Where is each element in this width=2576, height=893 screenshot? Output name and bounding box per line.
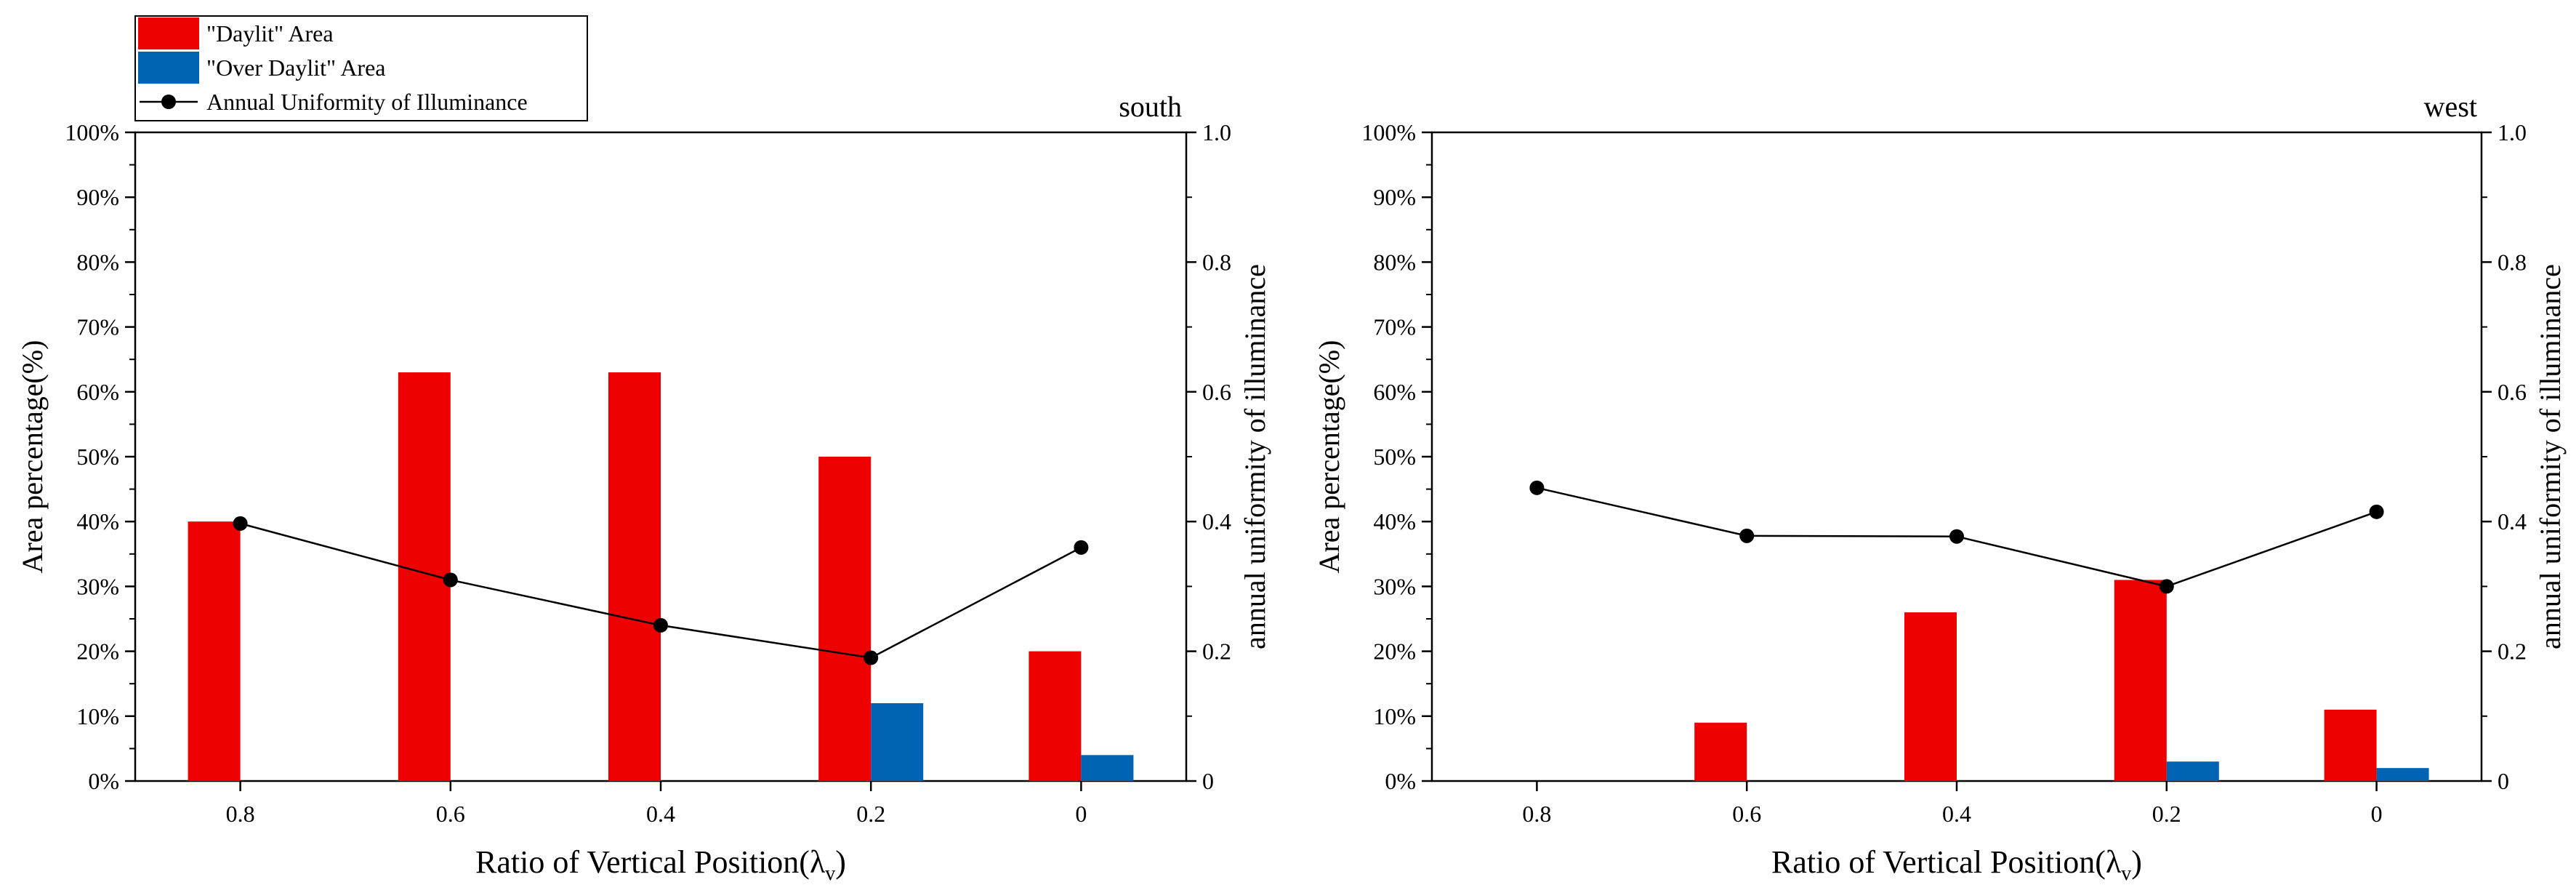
x-axis-label-main: Ratio of Vertical Position(λ [475, 844, 826, 880]
x-tick-label: 0.8 [1522, 801, 1551, 827]
uniformity-point-0.8 [1529, 480, 1545, 495]
x-tick-label: 0 [2371, 801, 2383, 827]
y2-tick-label: 0.4 [2497, 508, 2527, 534]
x-tick-label: 0.4 [646, 801, 675, 827]
y-tick-label: 0% [1385, 768, 1416, 794]
daylit-bar-0 [2324, 709, 2377, 781]
y2-tick-label: 0.4 [1202, 508, 1231, 534]
y2-tick-label: 0.6 [1202, 379, 1231, 405]
y2-tick-label: 0.8 [1202, 249, 1231, 275]
x-axis-label: Ratio of Vertical Position(λv) [1771, 844, 2142, 885]
y2-tick-label: 0 [2497, 768, 2509, 794]
y-tick-label: 20% [1373, 638, 1416, 665]
chart-panel-south: 0% 10% 20% 30% 40% 50% 60% 70% 80% 90% 100% 0 0.2 0.4… [16, 90, 1271, 885]
y2-tick-label: 1.0 [1202, 119, 1231, 145]
panel-title: south [1119, 90, 1182, 123]
uniformity-point-0.6 [443, 572, 458, 588]
y-tick-label: 40% [76, 508, 119, 534]
y-tick-label: 60% [76, 379, 119, 405]
daylit-bar-0 [1029, 651, 1082, 781]
y-tick-label: 10% [76, 703, 119, 729]
y2-tick-label: 0 [1202, 768, 1214, 794]
y-tick-label: 40% [1373, 508, 1416, 534]
y-axis-label: Area percentage(%) [16, 340, 49, 574]
y2-tick-label: 1.0 [2497, 119, 2527, 145]
x-tick-label: 0.6 [1732, 801, 1761, 827]
legend-marker-swatch [161, 95, 176, 109]
x-tick-label: 0 [1075, 801, 1087, 827]
y-tick-label: 0% [88, 768, 119, 794]
x-tick-label: 0.6 [436, 801, 465, 827]
over-daylit-bar-0 [2376, 768, 2429, 781]
legend-label-2: Annual Uniformity of Illuminance [206, 89, 528, 115]
uniformity-point-0.6 [1739, 528, 1755, 543]
x-axis-label-close: ) [2131, 844, 2142, 880]
y-tick-label: 10% [1373, 703, 1416, 729]
legend-swatch-1 [138, 52, 199, 84]
y-tick-label: 20% [76, 638, 119, 665]
daylit-bar-0.2 [2114, 580, 2167, 781]
uniformity-point-0.4 [1949, 529, 1964, 544]
y-tick-label: 50% [76, 444, 119, 470]
legend: "Daylit" Area "Over Daylit" Area Annual Un… [134, 15, 588, 121]
over-daylit-bar-0.2 [871, 702, 924, 781]
x-tick-label: 0.8 [226, 801, 255, 827]
panel-title: west [2424, 90, 2477, 123]
y-tick-label: 90% [1373, 184, 1416, 210]
legend-label-0: "Daylit" Area [206, 20, 334, 47]
uniformity-point-0.8 [233, 516, 248, 531]
y2-tick-label: 0.6 [2497, 379, 2527, 405]
legend-swatch-0 [138, 17, 199, 49]
uniformity-point-0.2 [2159, 579, 2174, 594]
x-axis-label: Ratio of Vertical Position(λv) [475, 844, 846, 885]
y-tick-label: 50% [1373, 444, 1416, 470]
chart-panel-west: 0% 10% 20% 30% 40% 50% 60% 70% 80% 90% 100% 0 0.2 0.4… [1313, 90, 2567, 885]
y-tick-label: 60% [1373, 379, 1416, 405]
y-axis-label: Area percentage(%) [1313, 340, 1345, 574]
x-tick-label: 0.2 [2152, 801, 2181, 827]
y2-axis-label: annual uniformity of illuminance [2534, 264, 2567, 649]
uniformity-point-0.4 [653, 617, 668, 633]
y2-axis-label: annual uniformity of illuminance [1239, 264, 1271, 649]
daylit-bar-0.8 [188, 521, 241, 781]
y2-tick-label: 0.2 [2497, 638, 2527, 665]
y-tick-label: 70% [76, 314, 119, 340]
legend-label-1: "Over Daylit" Area [206, 55, 385, 81]
x-tick-label: 0.2 [856, 801, 885, 827]
y-tick-label: 30% [1373, 573, 1416, 599]
y-tick-label: 80% [1373, 249, 1416, 275]
x-tick-label: 0.4 [1942, 801, 1971, 827]
y-tick-label: 30% [76, 573, 119, 599]
y2-tick-label: 0.2 [1202, 638, 1231, 665]
x-axis-label-main: Ratio of Vertical Position(λ [1771, 844, 2122, 880]
daylit-bar-0.4 [608, 372, 661, 781]
x-axis-label-close: ) [835, 844, 846, 880]
daylit-bar-0.6 [1694, 722, 1747, 781]
y-tick-label: 80% [76, 249, 119, 275]
y-tick-label: 100% [65, 119, 119, 145]
x-axis-label-sub: v [825, 862, 835, 885]
x-axis-label-sub: v [2121, 862, 2131, 885]
uniformity-point-0 [2369, 504, 2384, 519]
uniformity-point-0 [1074, 540, 1089, 555]
daylit-bar-0.2 [818, 457, 872, 781]
daylit-bar-0.6 [398, 372, 451, 781]
daylit-bar-0.4 [1904, 612, 1957, 781]
over-daylit-bar-0 [1081, 755, 1134, 781]
y-tick-label: 100% [1361, 119, 1416, 145]
legend-box [134, 15, 588, 121]
y-tick-label: 90% [76, 184, 119, 210]
y-tick-label: 70% [1373, 314, 1416, 340]
uniformity-point-0.2 [864, 650, 879, 665]
y2-tick-label: 0.8 [2497, 249, 2527, 275]
over-daylit-bar-0.2 [2166, 761, 2219, 781]
